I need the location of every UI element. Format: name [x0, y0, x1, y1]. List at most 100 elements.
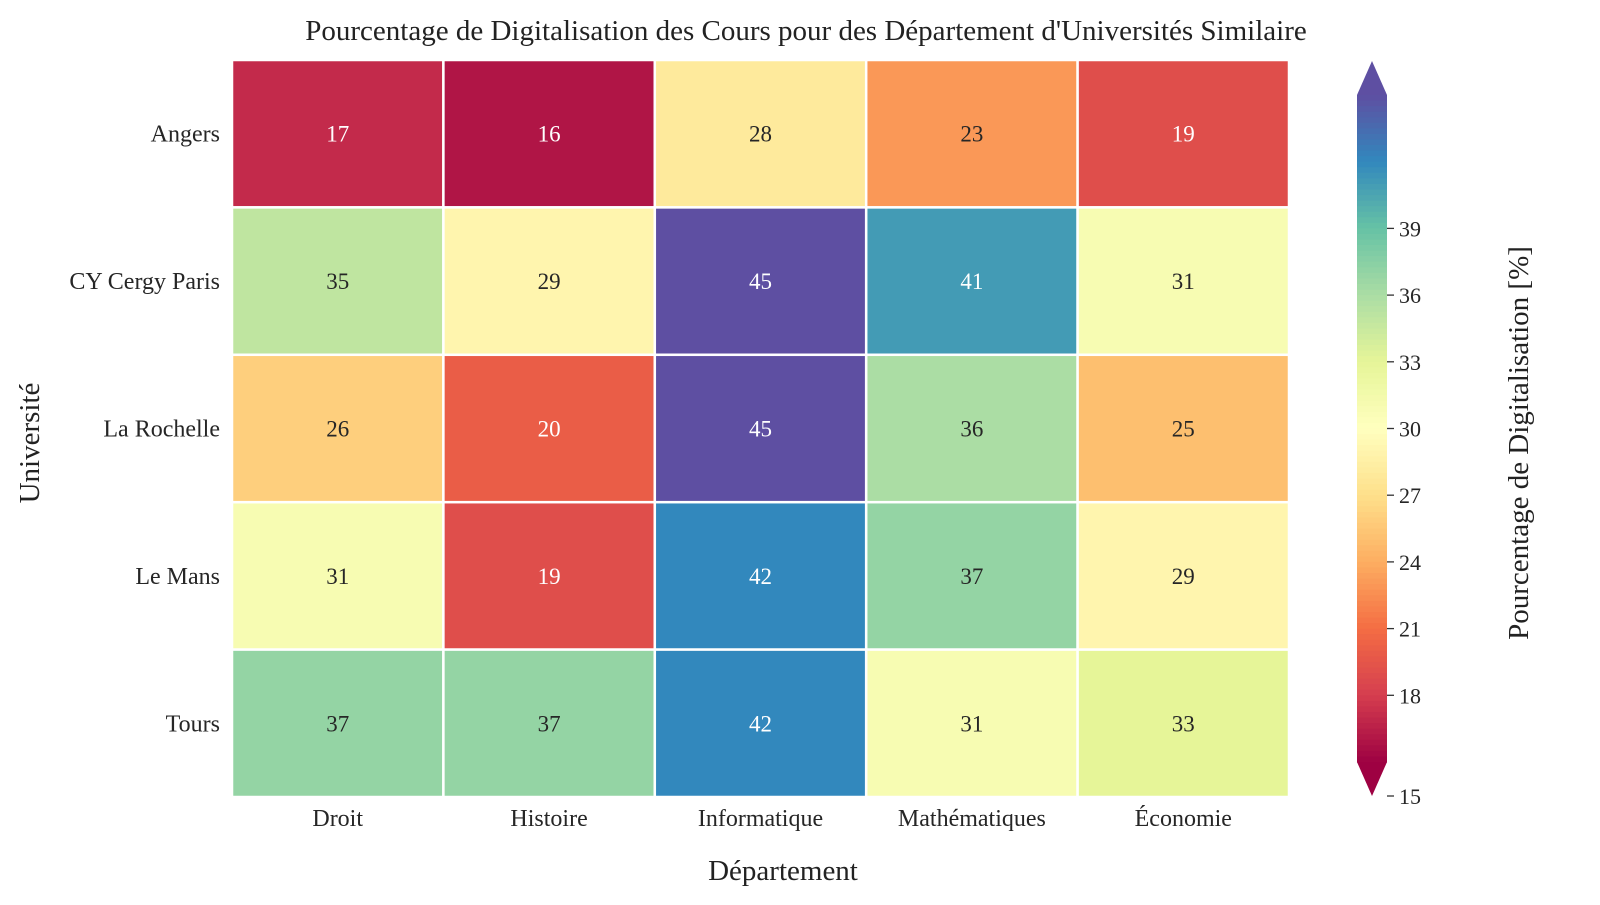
heatmap-cell [230, 648, 445, 799]
cell-value-label: 23 [960, 122, 983, 147]
colorbar-segment [1357, 717, 1387, 724]
cell-value-label: 19 [538, 564, 561, 589]
colorbar-segment [1357, 289, 1387, 296]
colorbar-segment [1357, 739, 1387, 746]
colorbar-segment [1357, 200, 1387, 207]
x-tick-label: Économie [1135, 806, 1232, 832]
colorbar-extend-max [1357, 61, 1387, 95]
colorbar-segment [1357, 150, 1387, 157]
x-tick-label: Histoire [510, 806, 587, 832]
heatmap-cell [230, 58, 445, 209]
colorbar-tick-label: 18 [1399, 683, 1421, 708]
colorbar-segment [1357, 189, 1387, 196]
heatmap-cell [864, 500, 1079, 651]
heatmap-cell [442, 353, 657, 504]
heatmap-cell [1076, 648, 1291, 799]
colorbar-segment [1357, 667, 1387, 674]
colorbar-segment [1357, 439, 1387, 446]
heatmap-cell [230, 206, 445, 357]
colorbar-segment [1357, 156, 1387, 163]
colorbar-segment [1357, 161, 1387, 168]
cell-value-label: 45 [749, 269, 772, 294]
heatmap-cell [442, 500, 657, 651]
colorbar-segment [1357, 217, 1387, 224]
colorbar-segment [1357, 723, 1387, 730]
colorbar-segment [1357, 128, 1387, 135]
colorbar-segment [1357, 111, 1387, 118]
y-tick-label: CY Cergy Paris [69, 269, 220, 295]
cell-value-label: 36 [960, 417, 983, 442]
colorbar-segment [1357, 506, 1387, 513]
colorbar-segment [1357, 356, 1387, 363]
heatmap-cell [653, 500, 868, 651]
colorbar-segment [1357, 350, 1387, 357]
heatmap-cell [442, 58, 657, 209]
colorbar-segment [1357, 567, 1387, 574]
colorbar-segment [1357, 100, 1387, 107]
colorbar-segment [1357, 734, 1387, 741]
colorbar-segment [1357, 450, 1387, 457]
colorbar-segment [1357, 322, 1387, 330]
colorbar-segment [1357, 461, 1387, 469]
x-tick-label: Mathématiques [898, 806, 1046, 832]
y-tick-label: Le Mans [135, 564, 220, 590]
colorbar-segment [1357, 600, 1387, 607]
colorbar-segment [1357, 178, 1387, 185]
colorbar-segment [1357, 206, 1387, 213]
colorbar-segment [1357, 311, 1387, 318]
y-tick-label: Tours [166, 711, 220, 737]
colorbar-segment [1357, 617, 1387, 624]
colorbar-tick-label: 30 [1399, 417, 1421, 442]
colorbar-segment [1357, 561, 1387, 569]
colorbar-segment [1357, 645, 1387, 652]
colorbar-segment [1357, 295, 1387, 302]
colorbar-segment [1357, 745, 1387, 752]
colorbar-segment [1357, 317, 1387, 324]
cell-value-label: 25 [1172, 417, 1195, 442]
colorbar-segment [1357, 222, 1387, 229]
cell-value-label: 26 [326, 417, 349, 442]
heatmap-cell [864, 353, 1079, 504]
colorbar-segment [1357, 639, 1387, 646]
colorbar-segment [1357, 378, 1387, 385]
colorbar-segment [1357, 250, 1387, 257]
colorbar-segment [1357, 522, 1387, 530]
colorbar-segment [1357, 372, 1387, 380]
colorbar-segment [1357, 500, 1387, 507]
colorbar-segment [1357, 334, 1387, 341]
colorbar-segment [1357, 661, 1387, 669]
colorbar-segment [1357, 728, 1387, 735]
colorbar-tick-label: 36 [1399, 283, 1421, 308]
colorbar-segment [1357, 300, 1387, 307]
cell-value-label: 42 [749, 564, 772, 589]
colorbar-segment [1357, 623, 1387, 630]
colorbar-segment [1357, 422, 1387, 430]
colorbar-segment [1357, 539, 1387, 546]
colorbar-segment [1357, 245, 1387, 252]
colorbar-segment [1357, 367, 1387, 374]
colorbar-segment [1357, 361, 1387, 368]
colorbar-segment [1357, 573, 1387, 580]
colorbar-segment [1357, 550, 1387, 557]
colorbar-tick-label: 33 [1399, 350, 1421, 375]
colorbar-segment [1357, 256, 1387, 263]
colorbar-segment [1357, 656, 1387, 663]
colorbar-segment [1357, 239, 1387, 246]
colorbar-segment [1357, 172, 1387, 179]
colorbar-segment [1357, 278, 1387, 285]
colorbar-segment [1357, 434, 1387, 441]
colorbar-segment [1357, 611, 1387, 619]
colorbar-segment [1357, 261, 1387, 268]
x-tick-label: Droit [312, 806, 363, 832]
colorbar-segment [1357, 145, 1387, 152]
heatmap-cell [1076, 206, 1291, 357]
colorbar-tick-label: 27 [1399, 483, 1421, 508]
x-axis-label: Département [708, 855, 858, 887]
colorbar-segment [1357, 528, 1387, 535]
heatmap-cell [653, 206, 868, 357]
colorbar-segment [1357, 395, 1387, 402]
colorbar-segment [1357, 517, 1387, 524]
colorbar-tick-label: 39 [1399, 216, 1421, 241]
colorbar: 15 18 21 24 27 30 33 36 39 [1357, 61, 1421, 809]
colorbar-segment [1357, 95, 1387, 102]
